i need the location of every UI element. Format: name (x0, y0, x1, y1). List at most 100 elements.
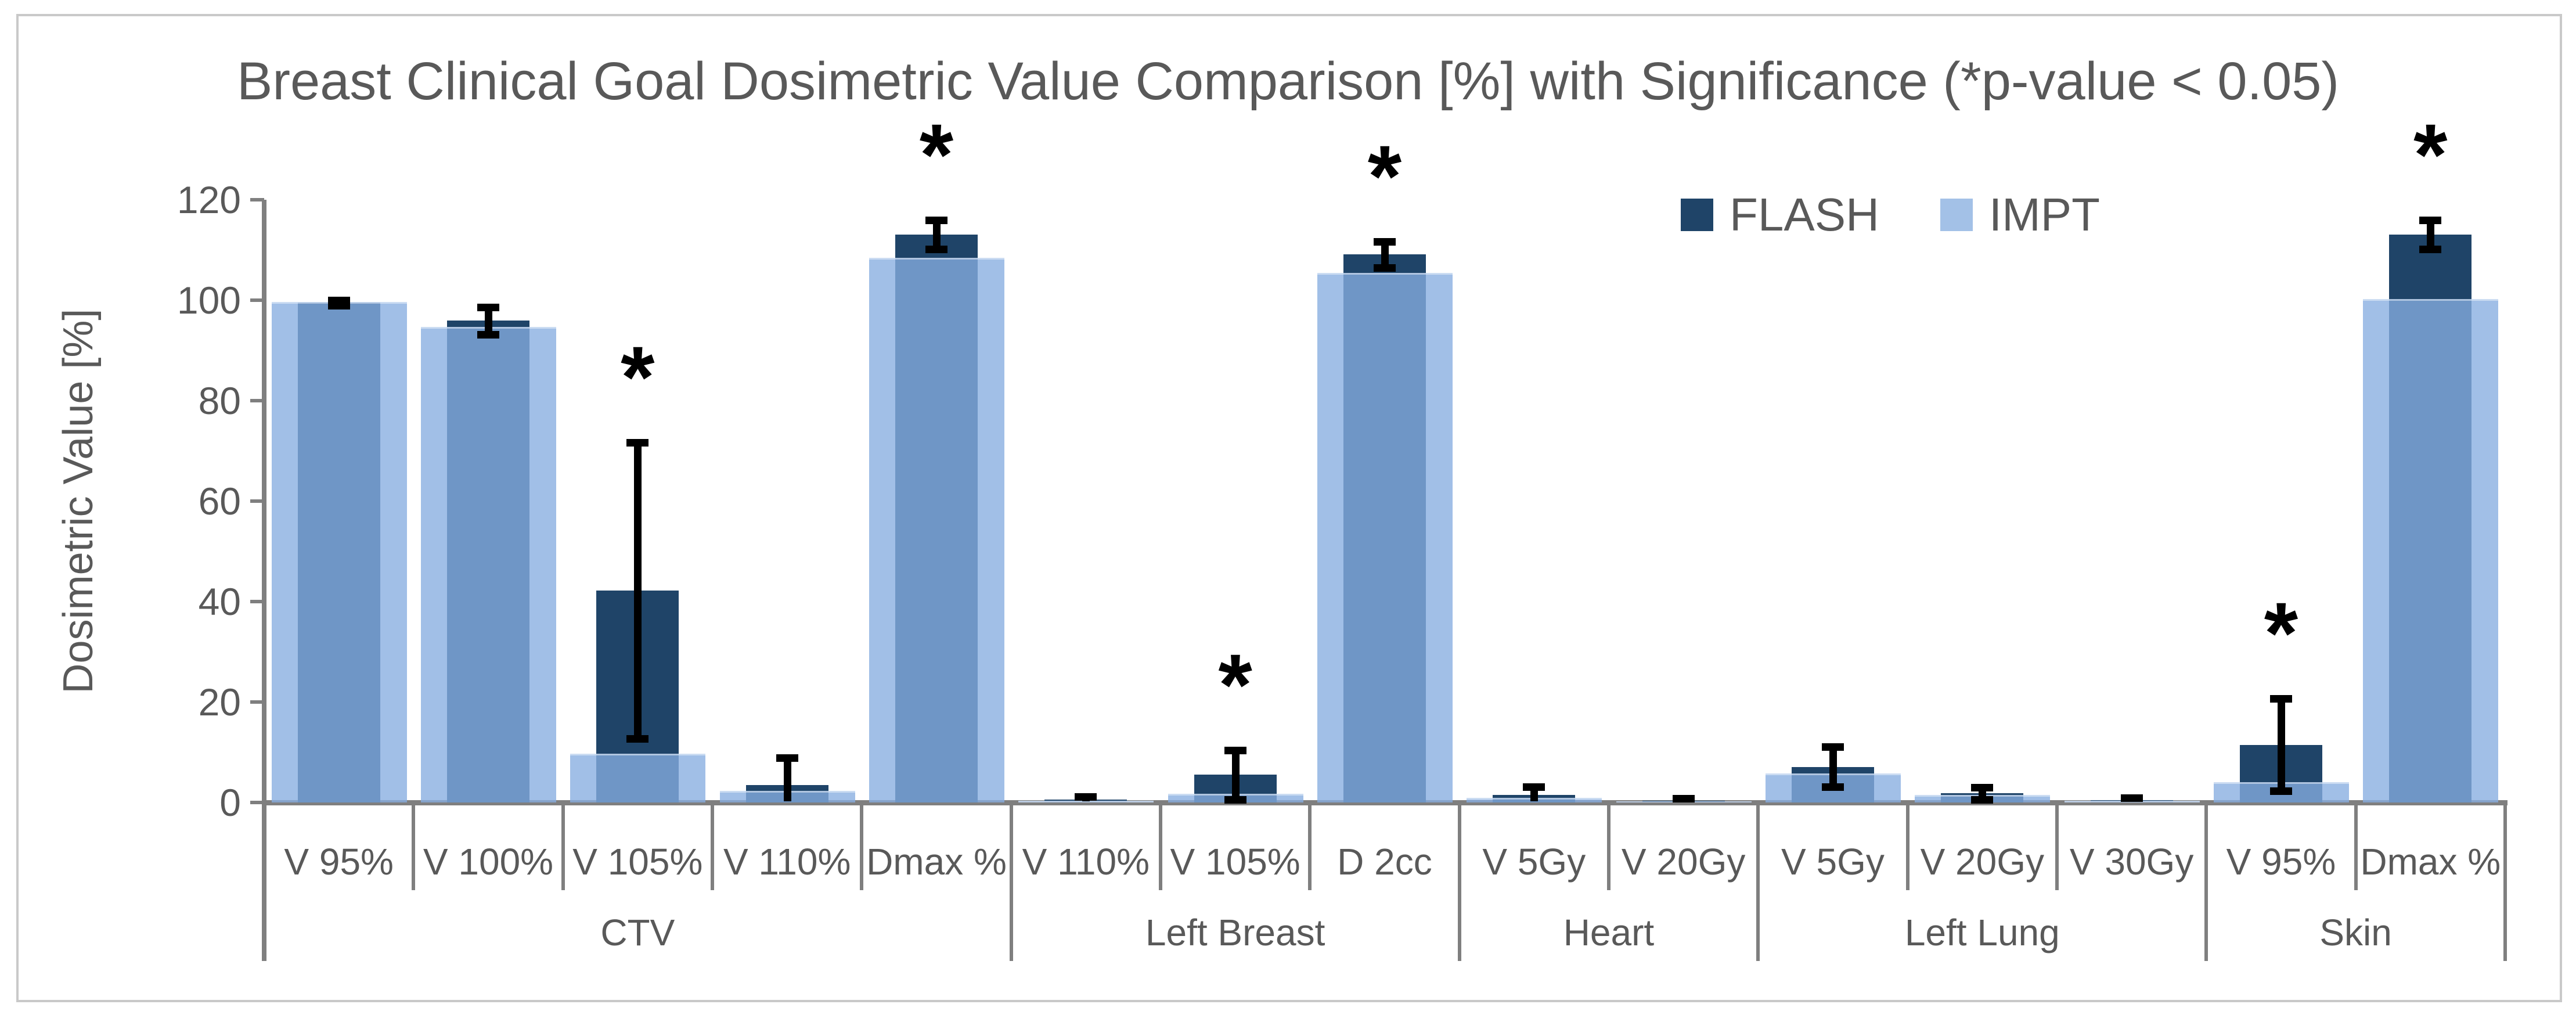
y-tick-label: 120 (176, 178, 241, 221)
error-bar-line (932, 219, 941, 249)
y-tick-label: 80 (198, 379, 241, 422)
significance-asterisk: * (919, 105, 954, 203)
category-separator (2354, 802, 2358, 890)
y-axis-line (262, 200, 266, 961)
legend-label-impt: IMPT (1988, 189, 2100, 240)
y-tick-mark (250, 399, 264, 402)
error-bar-cap-top (1373, 237, 1396, 246)
error-bar-cap-bottom (1224, 796, 1246, 804)
legend: FLASH IMPT (1681, 189, 2100, 240)
chart-title: Breast Clinical Goal Dosimetric Value Co… (236, 52, 2340, 111)
error-bar-cap-top (1523, 783, 1545, 791)
bar-impt (869, 258, 1004, 802)
y-tick-mark (250, 700, 264, 704)
group-separator (1009, 802, 1013, 961)
group-label: Skin (2319, 912, 2392, 953)
category-label: V 30Gy (2069, 841, 2194, 883)
category-label: V 20Gy (1920, 841, 2044, 883)
error-bar-cap-top (1224, 747, 1246, 755)
error-bar-cap-top (477, 304, 499, 312)
error-bar-cap-bottom (1373, 264, 1396, 272)
bar-impt (1317, 273, 1453, 802)
group-label: Left Lung (1904, 912, 2060, 953)
bar-impt (570, 754, 706, 802)
legend-label-flash: FLASH (1730, 189, 1879, 240)
error-bar-cap-bottom (2419, 245, 2442, 253)
group-label: CTV (600, 912, 675, 953)
error-bar-line (783, 758, 791, 801)
error-bar-line (634, 442, 642, 739)
category-separator (1905, 802, 1910, 890)
category-separator (860, 802, 864, 890)
category-separator (2055, 802, 2059, 890)
category-separator (1606, 802, 1611, 890)
error-bar-cap-bottom (626, 735, 649, 743)
y-axis-title: Dosimetric Value [%] (55, 308, 102, 694)
error-bar-cap-top (1075, 793, 1097, 801)
significance-asterisk: * (621, 327, 655, 426)
category-separator (1308, 802, 1312, 890)
y-tick-label: 100 (176, 279, 241, 322)
error-bar-line (1381, 241, 1389, 268)
group-separator (1756, 802, 1760, 961)
error-bar-cap-top (1821, 743, 1844, 751)
error-bar-cap-bottom (2269, 787, 2292, 796)
category-label: V 95% (284, 841, 394, 883)
category-label: V 20Gy (1621, 841, 1746, 883)
error-bar-cap-bottom (477, 330, 499, 339)
significance-asterisk: * (1218, 636, 1252, 734)
category-label: D 2cc (1337, 841, 1432, 883)
category-label: V 110% (1022, 841, 1150, 883)
category-label: V 95% (2226, 841, 2336, 883)
y-tick-label: 0 (219, 781, 241, 824)
error-bar-cap-bottom (327, 301, 350, 309)
impt-swatch-icon (1940, 199, 1973, 231)
bar-impt (420, 326, 556, 802)
category-separator (710, 802, 714, 890)
bar-impt (1018, 800, 1154, 802)
error-bar-line (2277, 698, 2285, 791)
legend-item-impt: IMPT (1940, 189, 2100, 240)
error-bar-cap-top (2419, 216, 2442, 224)
bar-impt (271, 302, 407, 802)
error-bar-cap-top (776, 754, 798, 762)
error-bar-line (1231, 750, 1240, 800)
error-bar-cap-bottom (1821, 783, 1844, 791)
error-bar-cap-top (925, 216, 947, 224)
error-bar-cap-top (626, 438, 649, 447)
error-bar-cap-top (1672, 795, 1695, 803)
y-tick-mark (250, 499, 264, 503)
category-label: V 105% (572, 841, 703, 883)
group-label: Left Breast (1145, 912, 1325, 953)
category-label: V 100% (423, 841, 554, 883)
error-bar-line (1829, 746, 1837, 787)
category-label: V 110% (723, 841, 851, 883)
significance-asterisk: * (2413, 105, 2448, 203)
error-bar-line (484, 307, 492, 334)
flash-swatch-icon (1681, 199, 1713, 231)
legend-item-flash: FLASH (1681, 189, 1879, 240)
y-tick-label: 20 (198, 681, 241, 724)
error-bar-cap-top (1971, 784, 1994, 792)
y-tick-mark (250, 198, 264, 201)
y-tick-mark (250, 600, 264, 603)
category-separator (561, 802, 565, 890)
error-bar-cap-bottom (1971, 796, 1994, 804)
group-separator (2204, 802, 2208, 961)
category-label: V 5Gy (1781, 841, 1885, 883)
x-axis-line (262, 800, 2507, 805)
category-separator (1158, 802, 1162, 890)
y-tick-mark (250, 801, 264, 804)
category-separator (412, 802, 416, 890)
group-separator (2503, 802, 2507, 961)
y-tick-label: 60 (198, 480, 241, 523)
group-label: Heart (1563, 912, 1655, 953)
y-tick-mark (250, 298, 264, 302)
group-separator (1457, 802, 1461, 961)
significance-asterisk: * (1367, 127, 1402, 225)
significance-asterisk: * (2264, 584, 2298, 682)
error-bar-line (2427, 219, 2435, 249)
y-tick-label: 40 (198, 580, 241, 623)
error-bar-cap-top (2120, 794, 2143, 802)
